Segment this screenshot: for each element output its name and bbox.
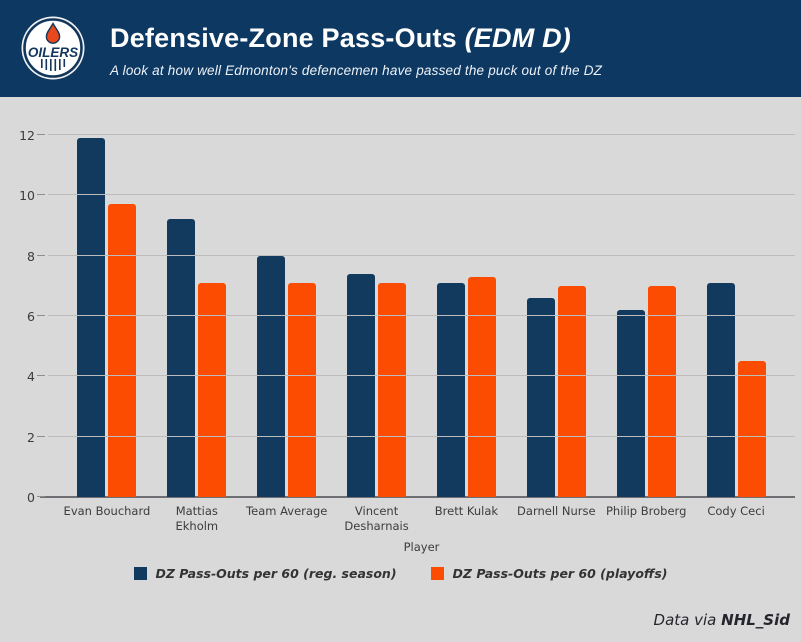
x-tick-label-4: Vincent Desharnais xyxy=(344,504,409,533)
bar-group-8 xyxy=(691,135,781,497)
logo-inner-ring xyxy=(23,18,83,78)
bars-row xyxy=(48,135,795,497)
logo-wordmark: OILERS xyxy=(28,45,78,60)
y-tick-label-2: 2 xyxy=(27,429,35,445)
page-title: Defensive-Zone Pass-Outs (EDM D) xyxy=(110,23,602,54)
logo-stripes xyxy=(41,59,66,71)
chart-legend: DZ Pass-Outs per 60 (reg. season) DZ Pass… xyxy=(0,566,801,581)
bar xyxy=(616,309,645,497)
page-subtitle: A look at how well Edmonton's defencemen… xyxy=(110,63,603,78)
x-tick-label-2: Mattias Ekholm xyxy=(175,504,219,533)
x-tick-label-7: Philip Broberg xyxy=(606,504,687,518)
bar xyxy=(557,285,586,497)
bar xyxy=(378,282,407,497)
legend-label: DZ Pass-Outs per 60 (playoffs) xyxy=(452,566,668,581)
legend-item-1: DZ Pass-Outs per 60 (reg. season) xyxy=(133,566,397,581)
y-tick-mark-10 xyxy=(37,194,45,196)
bar xyxy=(167,219,196,497)
y-tick-label-10: 10 xyxy=(19,188,35,204)
bar xyxy=(737,361,766,497)
bar-group-4 xyxy=(332,135,422,497)
y-tick-label-8: 8 xyxy=(27,248,35,264)
bar xyxy=(198,282,227,497)
gridline-y-12 xyxy=(48,134,795,135)
y-tick-label-12: 12 xyxy=(19,128,35,143)
credit-handle: NHL_Sid xyxy=(721,611,790,629)
plot-area: 0 2 4 6 8 10 12 xyxy=(19,128,795,505)
oilers-logo-icon: OILERS xyxy=(21,16,85,80)
bar-group-5 xyxy=(422,135,512,497)
y-tick-label-4: 4 xyxy=(27,369,35,385)
x-tick-label-3: Team Average xyxy=(246,504,328,518)
y-tick-mark-12 xyxy=(37,134,45,135)
legend-label: DZ Pass-Outs per 60 (reg. season) xyxy=(155,566,397,581)
legend-swatch-icon xyxy=(430,567,444,580)
y-tick-mark-2 xyxy=(37,435,45,437)
title-block: Defensive-Zone Pass-Outs (EDM D) A look … xyxy=(110,23,602,78)
bar xyxy=(288,282,317,497)
y-tick-mark-6 xyxy=(37,315,45,316)
page-title-suffix: (EDM D) xyxy=(456,23,571,53)
y-tick-mark-0 xyxy=(37,496,45,497)
bar xyxy=(647,285,676,497)
bar-group-6 xyxy=(511,135,601,497)
x-axis-line xyxy=(40,496,795,498)
y-tick-label-0: 0 xyxy=(27,490,35,505)
bar-group-3 xyxy=(242,135,332,497)
x-tick-label-1: Evan Bouchard xyxy=(63,504,151,518)
x-tick-label-5: Brett Kulak xyxy=(434,504,499,518)
gridline-y-4 xyxy=(48,375,795,377)
page-title-main: Defensive-Zone Pass-Outs xyxy=(110,23,457,53)
gridline-y-8 xyxy=(48,254,795,256)
x-tick-label-6: Darnell Nurse xyxy=(517,504,596,518)
x-tick-label-8: Cody Ceci xyxy=(707,504,765,518)
bar xyxy=(347,273,376,497)
bar xyxy=(467,276,496,497)
y-tick-mark-4 xyxy=(37,375,45,377)
legend-item-2: DZ Pass-Outs per 60 (playoffs) xyxy=(430,566,668,581)
bar-group-2 xyxy=(152,135,242,497)
y-tick-label-6: 6 xyxy=(27,309,35,324)
gridline-y-10 xyxy=(48,194,795,196)
y-tick-mark-8 xyxy=(37,254,45,256)
x-axis-title: Player xyxy=(403,540,440,554)
gridline-y-6 xyxy=(48,315,795,316)
bar xyxy=(526,297,555,497)
bar xyxy=(77,138,106,497)
header-banner: OILERS Defensive-Zone Pass-Outs (EDM D) … xyxy=(0,0,801,97)
credit-prefix: Data via xyxy=(653,611,722,629)
bar-group-7 xyxy=(601,135,691,497)
oil-drop-icon xyxy=(45,22,61,44)
bar xyxy=(706,282,735,497)
bar xyxy=(108,204,137,497)
gridline-y-2 xyxy=(48,435,795,437)
data-credit: Data via NHL_Sid xyxy=(654,611,790,629)
legend-swatch-icon xyxy=(133,567,147,580)
bar-group-1 xyxy=(62,135,152,497)
x-tick-labels: Evan Bouchard Mattias Ekholm Team Average V… xyxy=(48,504,795,534)
bar xyxy=(436,282,465,497)
